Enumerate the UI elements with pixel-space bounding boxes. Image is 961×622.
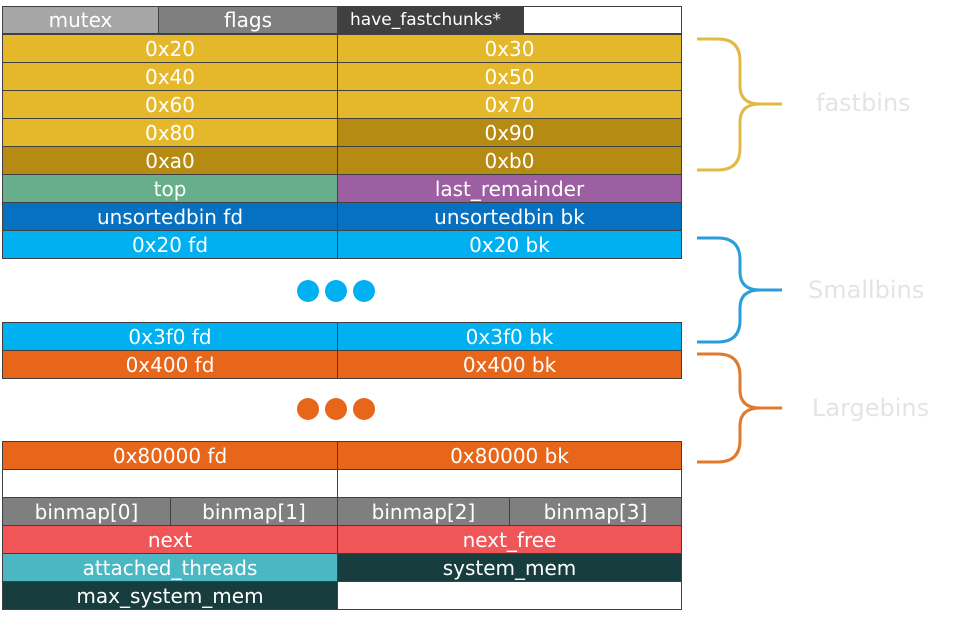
fastbins-label: fastbins [816, 89, 911, 117]
smallbins-label: Smallbins [808, 276, 925, 304]
smallbin-0x20-fd-cell: 0x20 fd [2, 230, 338, 259]
ellipsis-dot [297, 280, 319, 302]
empty-cell-left [2, 469, 338, 498]
next-cell: next [2, 525, 338, 554]
smallbins-brace [697, 236, 782, 344]
largebins-brace [697, 352, 782, 464]
smallbin-0x20-bk-cell: 0x20 bk [337, 230, 682, 259]
binmap-1-cell: binmap[1] [170, 497, 338, 526]
binmap-0-cell: binmap[0] [2, 497, 171, 526]
largebin-0x400-bk-cell: 0x400 bk [337, 350, 682, 379]
have-fastchunks-cell: have_fastchunks* [337, 6, 524, 34]
largebin-0x80000-bk-cell: 0x80000 bk [337, 441, 682, 470]
unsortedbin-bk-cell: unsortedbin bk [337, 202, 682, 231]
largebins-label: Largebins [812, 394, 930, 422]
unsortedbin-fd-cell: unsortedbin fd [2, 202, 338, 231]
fastbin-0x60: 0x60 [2, 90, 338, 119]
flags-cell: flags [158, 6, 338, 34]
binmap-3-cell: binmap[3] [509, 497, 682, 526]
largebins-ellipsis [297, 398, 375, 420]
fastbin-0x80: 0x80 [2, 118, 338, 147]
fastbin-0x50: 0x50 [337, 62, 682, 91]
ellipsis-dot [297, 398, 319, 420]
header-empty-cell [523, 6, 682, 34]
max-system-mem-empty-cell [337, 581, 682, 610]
fastbins-brace [697, 37, 782, 172]
smallbin-0x3f0-fd-cell: 0x3f0 fd [2, 322, 338, 351]
fastbin-0x30: 0x30 [337, 34, 682, 63]
ellipsis-dot [353, 280, 375, 302]
smallbins-ellipsis [297, 280, 375, 302]
next-free-cell: next_free [337, 525, 682, 554]
ellipsis-dot [325, 280, 347, 302]
fastbin-0x40: 0x40 [2, 62, 338, 91]
largebin-0x400-fd-cell: 0x400 fd [2, 350, 338, 379]
ellipsis-dot [353, 398, 375, 420]
ellipsis-dot [325, 398, 347, 420]
fastbin-0x90: 0x90 [337, 118, 682, 147]
mutex-cell: mutex [2, 6, 159, 34]
attached-threads-cell: attached_threads [2, 553, 338, 582]
max-system-mem-cell: max_system_mem [2, 581, 338, 610]
